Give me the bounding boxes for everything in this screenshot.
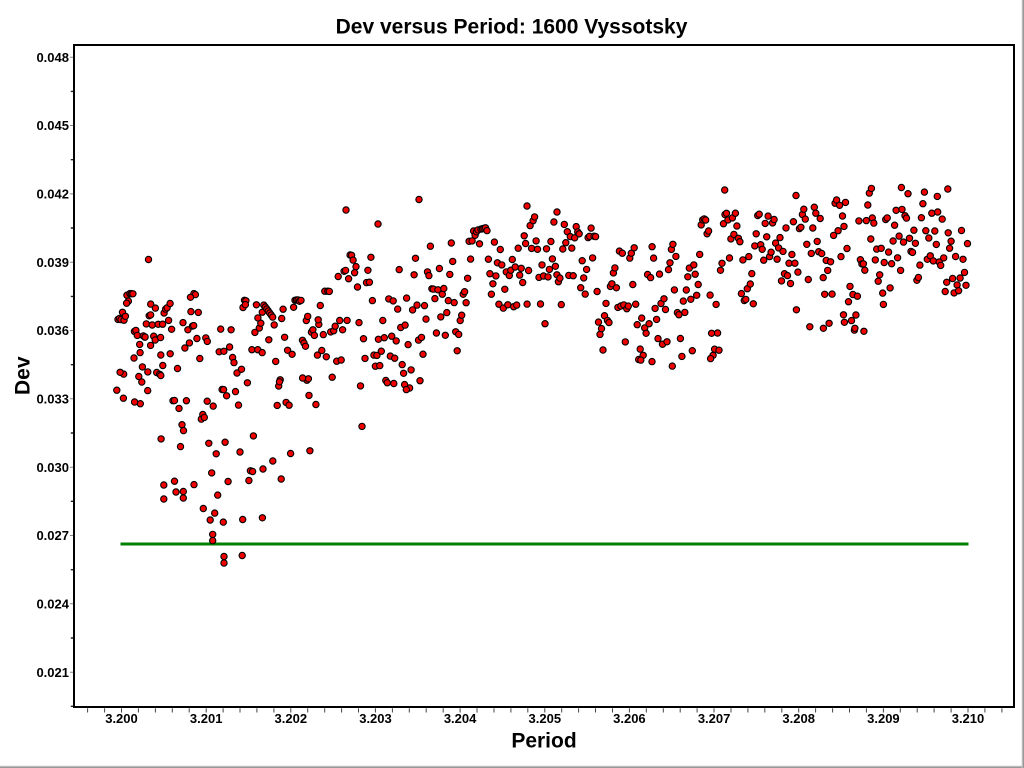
svg-text:3.207: 3.207 bbox=[698, 711, 731, 726]
svg-text:0.039: 0.039 bbox=[36, 255, 69, 270]
svg-text:3.205: 3.205 bbox=[529, 711, 562, 726]
svg-text:3.203: 3.203 bbox=[359, 711, 392, 726]
svg-text:0.042: 0.042 bbox=[36, 187, 69, 202]
svg-text:3.209: 3.209 bbox=[867, 711, 900, 726]
svg-text:0.048: 0.048 bbox=[36, 50, 69, 65]
svg-text:0.045: 0.045 bbox=[36, 118, 69, 133]
svg-text:Period: Period bbox=[511, 730, 576, 753]
svg-text:3.210: 3.210 bbox=[952, 711, 985, 726]
svg-text:0.030: 0.030 bbox=[36, 460, 69, 475]
svg-text:3.201: 3.201 bbox=[190, 711, 223, 726]
svg-text:3.202: 3.202 bbox=[275, 711, 308, 726]
svg-text:3.204: 3.204 bbox=[444, 711, 477, 726]
svg-text:0.027: 0.027 bbox=[36, 528, 69, 543]
svg-text:Dev versus Period: 1600 Vyssot: Dev versus Period: 1600 Vyssotsky bbox=[336, 16, 688, 39]
svg-text:0.024: 0.024 bbox=[36, 596, 69, 611]
svg-text:0.021: 0.021 bbox=[36, 665, 69, 680]
svg-text:3.200: 3.200 bbox=[105, 711, 138, 726]
svg-text:3.206: 3.206 bbox=[613, 711, 646, 726]
svg-text:3.208: 3.208 bbox=[782, 711, 815, 726]
svg-text:0.036: 0.036 bbox=[36, 323, 69, 338]
svg-text:0.033: 0.033 bbox=[36, 391, 69, 406]
svg-text:Dev: Dev bbox=[12, 356, 35, 395]
